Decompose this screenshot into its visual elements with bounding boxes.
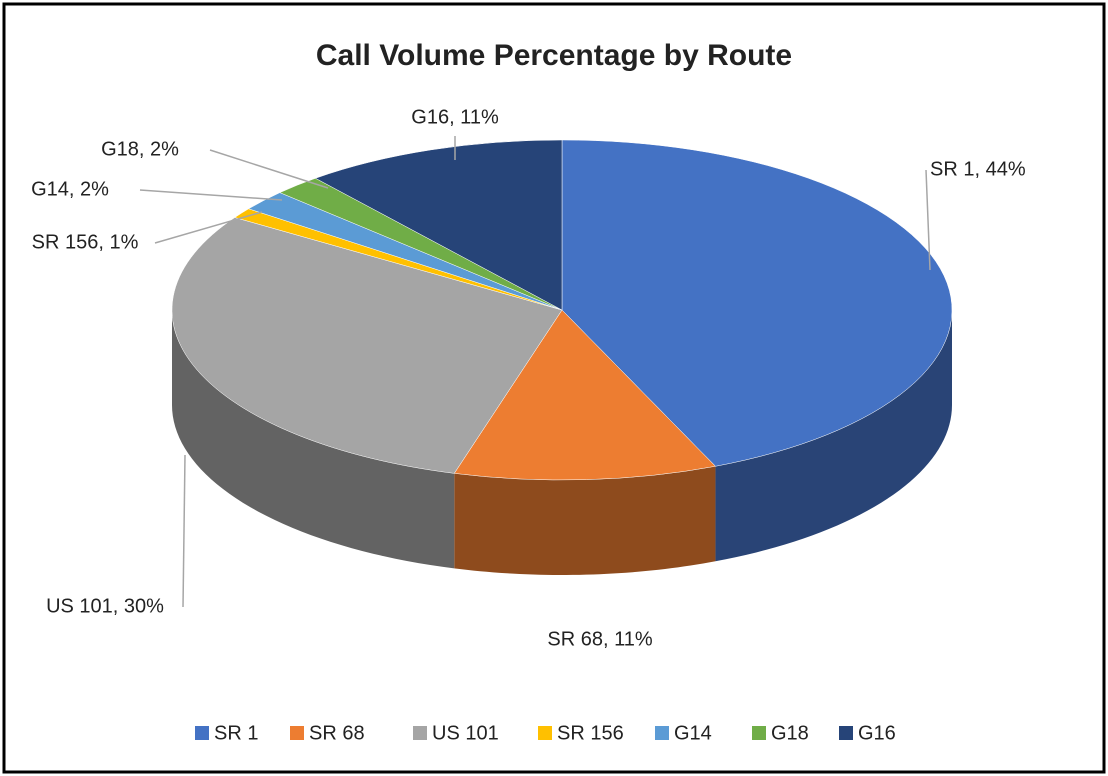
- leader-line: [925, 169, 931, 271]
- legend-label: US 101: [432, 722, 499, 744]
- leader-line: [182, 454, 186, 608]
- legend-swatch: [538, 726, 552, 740]
- legend-label: G16: [858, 722, 896, 744]
- chart-title: Call Volume Percentage by Route: [316, 39, 792, 72]
- legend-label: SR 1: [214, 722, 258, 744]
- pie-side: [454, 466, 716, 575]
- data-label: G14, 2%: [31, 178, 109, 200]
- pie-side: [172, 310, 455, 569]
- legend-swatch: [752, 726, 766, 740]
- data-label: SR 68, 11%: [547, 628, 652, 650]
- data-label: SR 1, 44%: [930, 158, 1026, 180]
- legend-label: G18: [771, 722, 809, 744]
- legend-swatch: [839, 726, 853, 740]
- data-label: US 101, 30%: [46, 595, 164, 617]
- data-label: SR 156, 1%: [32, 231, 139, 253]
- pie-side: [715, 310, 952, 562]
- legend-label: SR 68: [309, 722, 365, 744]
- legend-swatch: [195, 726, 209, 740]
- pie-slice: [314, 139, 563, 311]
- legend-swatch: [655, 726, 669, 740]
- leader-line: [154, 211, 263, 244]
- pie-slice: [453, 309, 716, 481]
- leader-line: [139, 189, 283, 201]
- legend-swatch: [413, 726, 427, 740]
- pie-slice: [561, 139, 953, 467]
- legend-label: G14: [674, 722, 712, 744]
- legend-label: SR 156: [557, 722, 624, 744]
- data-label: G16, 11%: [411, 106, 499, 128]
- legend-swatch: [290, 726, 304, 740]
- leader-line: [209, 149, 329, 189]
- pie-slice: [171, 217, 563, 474]
- data-label: G18, 2%: [101, 138, 179, 160]
